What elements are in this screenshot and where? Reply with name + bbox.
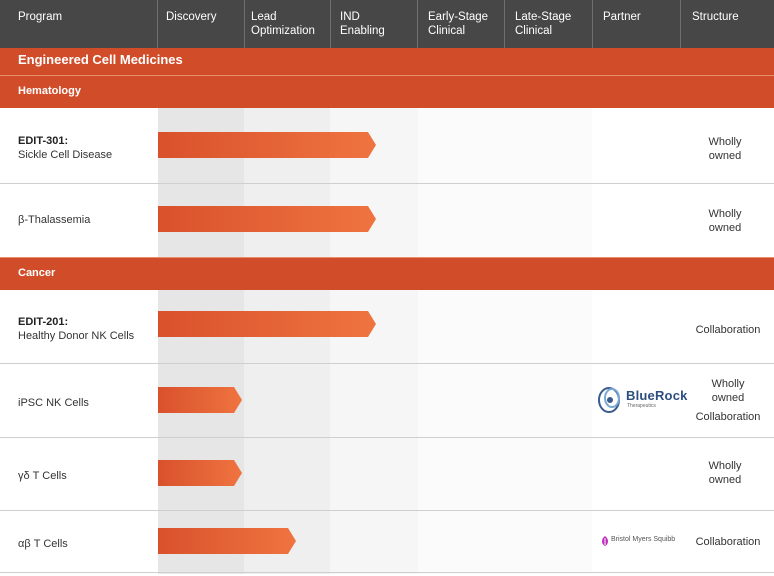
header-structure: Structure (692, 11, 739, 23)
progress-bar (158, 206, 376, 232)
clinical-shade (418, 108, 592, 257)
program-name: iPSC NK Cells (18, 397, 89, 409)
section-title: Engineered Cell Medicines (0, 48, 774, 75)
discovery-shade (158, 290, 244, 574)
header-partner: Partner (603, 11, 641, 23)
program-name: γδ T Cells (18, 470, 67, 482)
group-title: Hematology (18, 85, 81, 97)
structure-cell: Wholly owned Collaboration (695, 378, 761, 423)
table-row: αβ T Cells Bristol Myers Squibb Collabor… (0, 511, 774, 573)
group-title: Cancer (18, 267, 56, 279)
bluerock-icon (598, 387, 620, 413)
progress-bar (158, 132, 376, 158)
header-discovery: Discovery (166, 11, 217, 23)
clinical-shade (418, 290, 592, 574)
structure-cell: Collaboration (695, 324, 761, 336)
bms-logo: Bristol Myers Squibb (600, 535, 710, 549)
table-row: iPSC NK Cells BlueRock Therapeutics Whol… (0, 364, 774, 437)
table-row: γδ T Cells Wholly owned (0, 438, 774, 510)
structure-cell: Wholly owned (708, 136, 742, 162)
program-name: EDIT-301: Sickle Cell Disease (18, 135, 113, 161)
lead-opt-shade (244, 290, 330, 574)
progress-bar (158, 460, 242, 486)
header-lead-optimization: Lead Optimization (251, 11, 315, 37)
progress-bar (158, 311, 376, 337)
table-row: β-Thalassemia Wholly owned (0, 184, 774, 257)
progress-bar (158, 387, 242, 413)
program-name: EDIT-201: Healthy Donor NK Cells (18, 316, 135, 342)
bms-icon (602, 536, 608, 546)
header-late-stage: Late-Stage Clinical (515, 11, 572, 37)
group-cancer: Cancer (0, 257, 774, 290)
header-program: Program (18, 11, 63, 23)
table-row: EDIT-301: Sickle Cell Disease Wholly owned (0, 108, 774, 183)
progress-bar (158, 528, 296, 554)
table-header: Program Discovery Lead Optimization IND En… (0, 0, 774, 48)
group-hematology: Hematology (0, 75, 774, 108)
header-ind-enabling: IND Enabling (340, 11, 385, 37)
program-name: αβ T Cells (18, 538, 68, 550)
bluerock-logo: BlueRock Therapeutics (597, 384, 691, 414)
program-name: β-Thalassemia (18, 214, 91, 226)
structure-cell: Wholly owned (708, 460, 742, 486)
table-row: EDIT-201: Healthy Donor NK Cells Collabor… (0, 290, 774, 363)
ind-shade (330, 290, 418, 574)
section-title-text: Engineered Cell Medicines (18, 52, 183, 67)
structure-cell: Wholly owned (708, 208, 742, 234)
structure-cell: Collaboration (695, 536, 761, 548)
header-early-stage: Early-Stage Clinical (428, 11, 489, 37)
